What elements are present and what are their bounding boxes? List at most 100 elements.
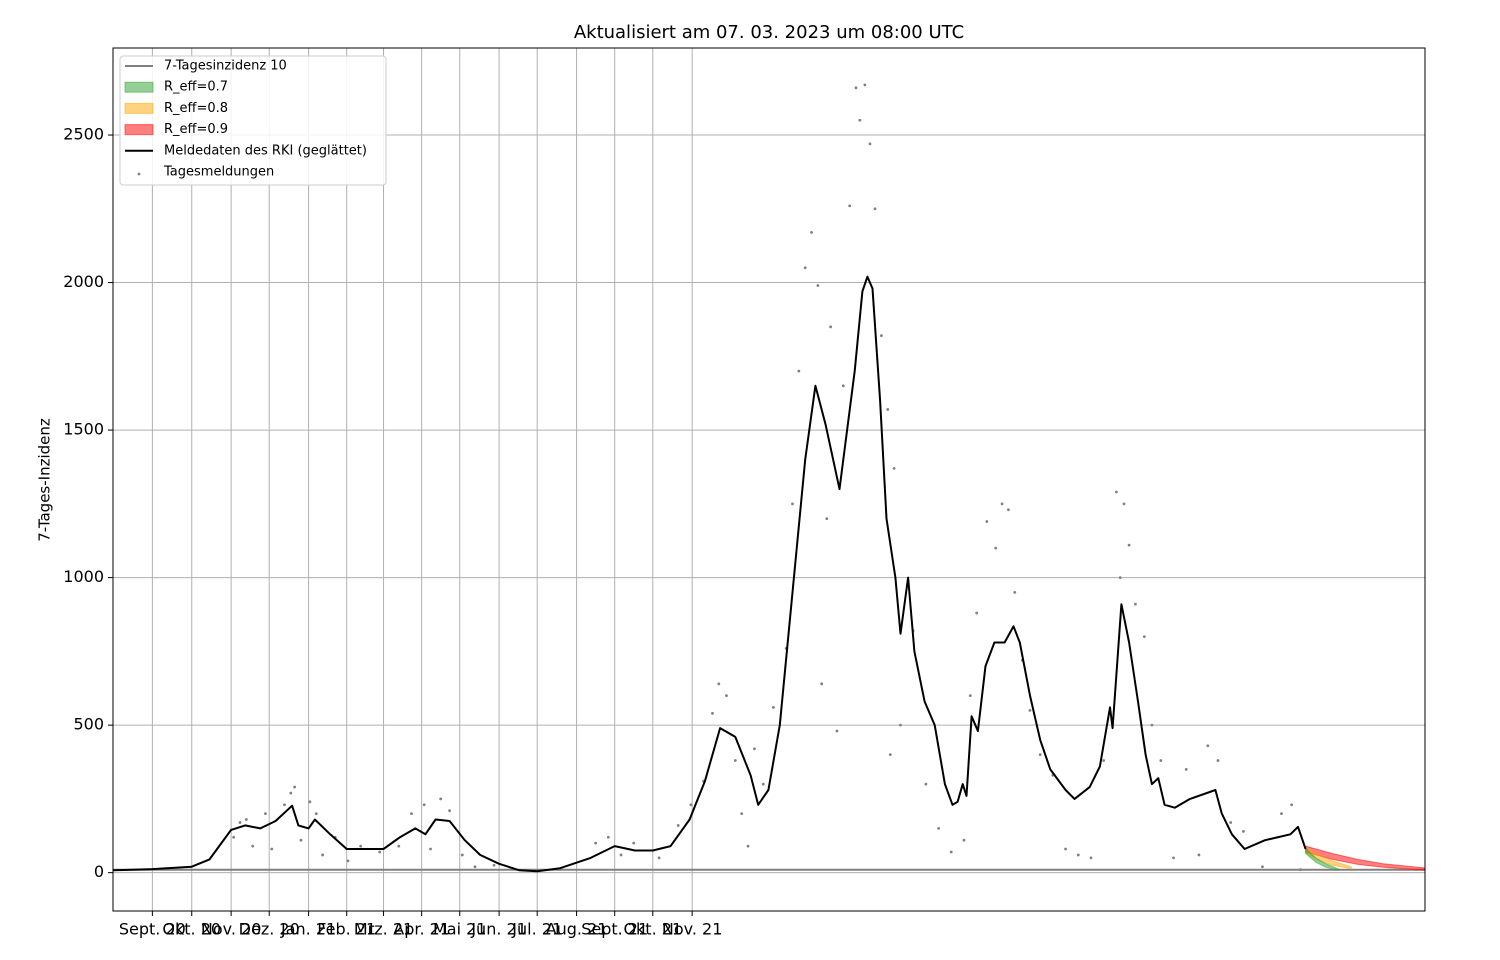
legend-label: R_eff=0.9 <box>164 122 228 137</box>
daily-report-dot <box>740 812 744 816</box>
x-tick-label: Jun. 21 <box>470 920 527 939</box>
daily-report-dot <box>949 850 953 854</box>
daily-report-dot <box>460 853 464 857</box>
x-tick-label: Nov. 21 <box>662 920 723 939</box>
daily-report-dot <box>270 847 274 851</box>
x-tick-label: Sept. 20 <box>119 920 186 939</box>
daily-report-dot <box>937 826 940 830</box>
forecast-band <box>1305 847 1340 871</box>
daily-report-dot <box>1134 602 1137 606</box>
smoothed-line <box>112 275 1307 873</box>
daily-report-dot <box>410 812 413 816</box>
daily-report-dot <box>1007 508 1010 512</box>
daily-report-dot <box>975 611 979 615</box>
daily-report-dot <box>1118 576 1122 580</box>
daily-report-dot <box>886 408 890 411</box>
y-axis-label: 7-Tages-Inzidenz <box>36 418 54 542</box>
daily-report-dot <box>1038 753 1042 757</box>
daily-report-dot <box>725 694 728 698</box>
y-tick-label: 2000 <box>63 272 104 291</box>
legend-box <box>119 55 387 186</box>
daily-report-dot <box>1142 635 1146 639</box>
x-tick-label: Dez. 20 <box>239 920 300 939</box>
daily-report-dot <box>1184 767 1188 771</box>
x-tick-label: Jul. 21 <box>511 920 562 939</box>
y-tick-label: 1500 <box>63 420 104 439</box>
legend-label: 7-Tagesinzidenz 10 <box>164 59 287 74</box>
daily-report-dot <box>1206 744 1210 748</box>
daily-report-dot <box>892 467 896 470</box>
daily-report-dot <box>746 844 750 848</box>
x-tick-label: Okt. 20 <box>162 920 221 939</box>
daily-report-dot <box>314 812 318 816</box>
daily-report-dot <box>994 546 998 550</box>
legend-label: Tagesmeldungen <box>163 165 274 180</box>
daily-report-dot <box>1076 853 1080 857</box>
daily-report-dot <box>803 266 807 270</box>
daily-report-dot <box>1150 723 1154 727</box>
daily-report-dot <box>1197 853 1201 857</box>
daily-report-dot <box>1280 812 1283 816</box>
y-tick-label: 500 <box>73 715 104 734</box>
daily-report-dot <box>863 83 867 87</box>
legend-label: R_eff=0.7 <box>164 80 228 95</box>
daily-report-dot <box>606 835 610 839</box>
daily-report-dot <box>1127 543 1131 547</box>
daily-report-dot <box>1102 759 1106 762</box>
daily-report-dot <box>968 694 972 698</box>
legend-swatch <box>124 102 154 114</box>
daily-report-dot <box>962 838 966 842</box>
daily-report-dot <box>835 729 839 733</box>
daily-report-dot <box>1261 865 1264 869</box>
x-tick-label: Mrz. 21 <box>354 920 413 939</box>
y-tick-label: 2500 <box>63 125 104 144</box>
daily-report-dot <box>359 844 363 848</box>
y-tick-label: 0 <box>94 862 104 881</box>
x-tick-label: Okt. 21 <box>623 920 682 939</box>
daily-report-dot <box>761 782 765 786</box>
daily-report-dot <box>1229 821 1233 824</box>
x-tick-label: Apr. 21 <box>393 920 450 939</box>
y-tick-label: 1000 <box>63 567 104 586</box>
daily-report-dot <box>619 853 623 857</box>
daily-report-dot <box>657 856 661 860</box>
daily-report-dot <box>1000 502 1004 506</box>
daily-report-dot <box>1028 708 1032 712</box>
daily-report-dot <box>492 863 496 867</box>
daily-report-dot <box>858 118 862 122</box>
daily-report-dot <box>251 844 255 848</box>
legend-label: R_eff=0.8 <box>164 101 228 116</box>
daily-report-dot <box>1241 829 1245 833</box>
daily-report-dot <box>1114 490 1118 494</box>
daily-report-dot <box>321 853 324 857</box>
daily-report-dot <box>880 334 883 338</box>
daily-report-dot <box>283 803 286 807</box>
daily-report-dot <box>1299 868 1302 872</box>
daily-report-dot <box>232 835 236 839</box>
daily-report-dot <box>448 809 451 813</box>
daily-report-dot <box>797 369 801 373</box>
daily-report-dot <box>676 824 680 827</box>
daily-report-dot <box>1089 856 1093 860</box>
daily-report-dot <box>397 844 401 848</box>
daily-report-dot <box>825 517 829 520</box>
daily-report-dot <box>1122 502 1126 506</box>
legend-label: Meldedaten des RKI (geglättet) <box>164 143 367 158</box>
daily-report-dot <box>924 782 928 786</box>
x-tick-label: Aug. 21 <box>546 920 608 939</box>
daily-report-dot <box>308 800 312 804</box>
daily-report-dot <box>1290 803 1294 807</box>
daily-report-dot <box>868 142 872 146</box>
daily-report-dot <box>985 520 989 523</box>
daily-report-dot <box>1159 759 1163 762</box>
daily-report-dot <box>293 785 297 789</box>
daily-report-dot <box>791 502 794 506</box>
daily-report-dot <box>1013 590 1017 594</box>
daily-report-dot <box>1216 759 1220 762</box>
daily-report-dot <box>289 791 293 795</box>
daily-report-dot <box>299 838 303 842</box>
chart-title: Aktualisiert am 07. 03. 2023 um 08:00 UT… <box>574 22 964 43</box>
x-tick-label: Nov. 20 <box>201 920 262 939</box>
